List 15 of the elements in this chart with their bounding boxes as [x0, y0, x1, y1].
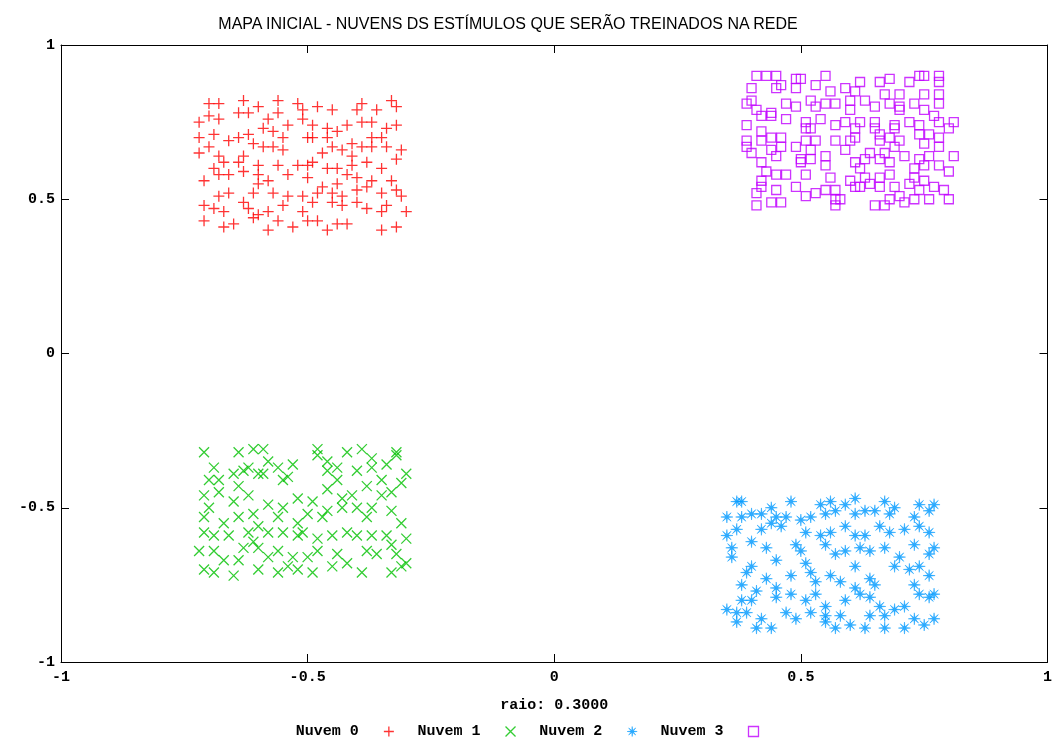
x-axis-title: raio: 0.3000 — [500, 697, 609, 714]
x-tick-label: 0 — [549, 669, 559, 686]
y-tick-label: -1 — [36, 653, 55, 671]
y-tick-label: -0.5 — [18, 499, 55, 517]
legend-label: Nuvem 2 — [539, 723, 603, 740]
legend-label: Nuvem 1 — [417, 723, 481, 740]
y-tick-label: 0 — [45, 345, 55, 362]
y-tick-label: 1 — [45, 36, 55, 54]
legend-label: Nuvem 0 — [295, 723, 359, 740]
x-tick-label: 0.5 — [787, 669, 815, 686]
legend-label: Nuvem 3 — [660, 723, 724, 740]
x-tick-label: -0.5 — [289, 669, 326, 686]
x-tick-label: 1 — [1042, 669, 1053, 686]
y-tick-label: 0.5 — [27, 190, 55, 208]
chart-title: MAPA INICIAL - NUVENS DS ESTÍMULOS QUE SERÃO TREINADOS NA REDE — [218, 12, 798, 32]
